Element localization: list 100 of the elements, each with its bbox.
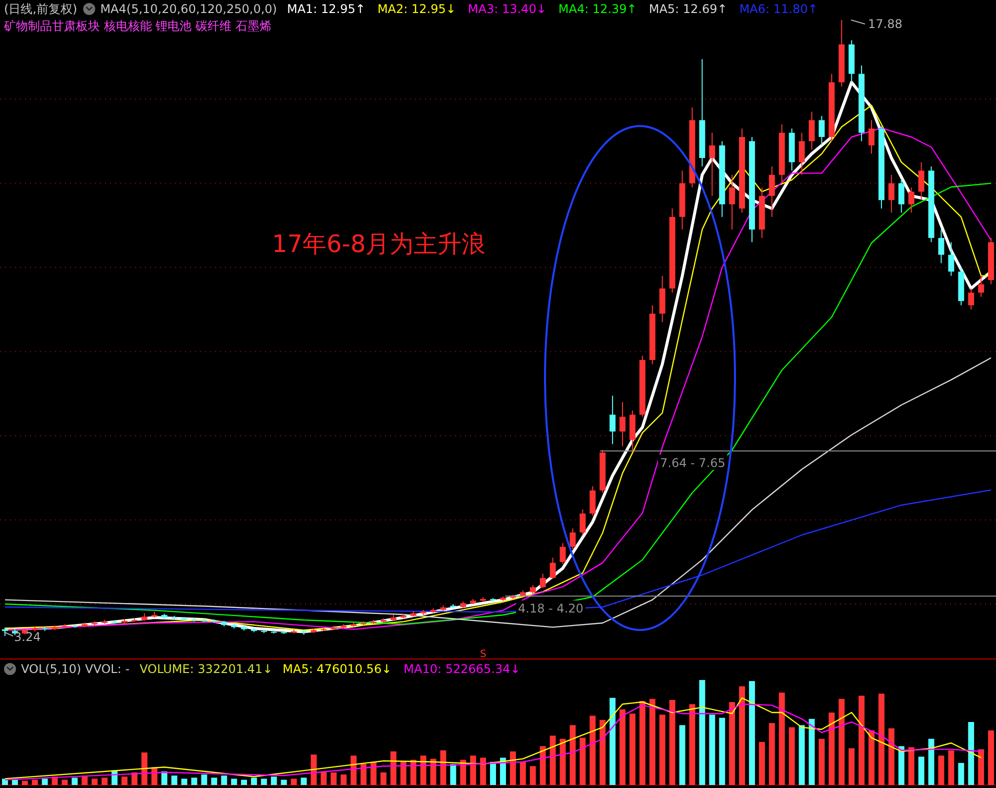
bar	[520, 762, 526, 785]
bar	[888, 728, 894, 785]
text: MA5: 12.69↑	[648, 2, 728, 16]
candlestick	[610, 395, 616, 445]
bar	[450, 764, 456, 785]
bar	[868, 730, 874, 785]
bar	[22, 780, 28, 785]
bar	[280, 780, 287, 785]
bar	[978, 749, 984, 785]
text: S	[480, 649, 486, 660]
bar	[510, 751, 516, 785]
text: MA2: 12.95↓	[377, 2, 456, 16]
text: VOLUME: 332201.41↓	[140, 662, 273, 676]
candlestick	[978, 275, 984, 298]
text: MA1: 12.95↑	[286, 2, 366, 16]
bar	[719, 718, 726, 785]
bar	[610, 698, 616, 785]
bar	[300, 778, 307, 785]
candlestick	[550, 557, 556, 580]
bar	[699, 680, 706, 785]
candlestick	[818, 115, 825, 146]
bar	[221, 776, 228, 785]
bar	[739, 686, 746, 785]
candlestick	[898, 178, 904, 214]
candlestick	[590, 486, 596, 516]
bar	[211, 778, 218, 785]
annotation: 17.88	[868, 17, 902, 31]
bar	[161, 771, 168, 785]
bar	[470, 756, 476, 785]
bar	[938, 756, 944, 785]
candlestick	[570, 528, 576, 550]
bar	[540, 746, 546, 785]
bar	[798, 725, 805, 785]
bar	[171, 776, 178, 785]
bar	[320, 771, 327, 785]
bar	[768, 723, 775, 785]
bar	[260, 778, 267, 785]
candlestick	[768, 166, 775, 218]
bar	[231, 778, 238, 785]
bar	[141, 752, 148, 785]
bar	[42, 778, 48, 785]
bar	[898, 746, 904, 785]
bar	[290, 778, 297, 785]
candlestick	[918, 162, 924, 201]
chart-subtitle: MA4(5,10,20,60,120,250,0,0)	[100, 2, 277, 16]
band-label: 7.64 - 7.65	[660, 456, 726, 470]
annotation: 3.24	[14, 630, 41, 644]
bar	[550, 736, 556, 785]
bar	[629, 714, 636, 785]
bar	[122, 776, 128, 785]
bar	[908, 747, 914, 785]
candlestick	[868, 120, 874, 154]
bar	[500, 758, 506, 785]
candlestick	[729, 174, 736, 230]
bar	[958, 762, 964, 785]
bar	[580, 738, 586, 785]
band-label: 4.18 - 4.20	[518, 601, 584, 616]
bar	[72, 778, 78, 785]
candlestick	[938, 229, 944, 264]
bar	[729, 702, 736, 785]
chart-subtitle: VOL(5,10) VVOL: -	[21, 662, 130, 676]
text: MA4: 12.39↑	[558, 2, 637, 16]
bar	[858, 696, 865, 785]
candlestick	[948, 242, 954, 276]
bar	[689, 704, 696, 785]
candlestick	[888, 174, 894, 214]
bar	[669, 700, 676, 785]
bar	[838, 698, 845, 785]
bar	[360, 764, 367, 785]
bar	[948, 750, 954, 785]
bar	[440, 750, 446, 785]
candlestick	[540, 573, 546, 589]
bar	[659, 714, 666, 785]
bar	[201, 774, 208, 785]
bar	[788, 727, 795, 785]
bar	[241, 780, 248, 785]
bar	[270, 776, 277, 785]
bar	[748, 681, 755, 785]
bar	[390, 751, 396, 785]
bar	[330, 772, 337, 785]
bar	[639, 701, 646, 785]
bar	[709, 714, 716, 785]
bar	[600, 720, 606, 785]
bar	[420, 756, 426, 785]
candlestick	[709, 132, 716, 196]
candlestick	[560, 542, 566, 565]
candlestick	[798, 132, 805, 176]
bar	[848, 748, 855, 785]
bar	[778, 692, 785, 785]
bar	[191, 778, 198, 785]
chart-title: (日线,前复权)	[4, 2, 78, 16]
candlestick	[968, 288, 974, 310]
text: MA10: 522665.34↓	[404, 662, 520, 676]
bar	[620, 709, 626, 785]
bar	[490, 762, 496, 785]
bar	[350, 756, 357, 785]
text: MA6: 11.80↑	[739, 2, 818, 16]
bar	[250, 778, 257, 785]
bar	[590, 716, 596, 785]
bar	[918, 756, 924, 785]
